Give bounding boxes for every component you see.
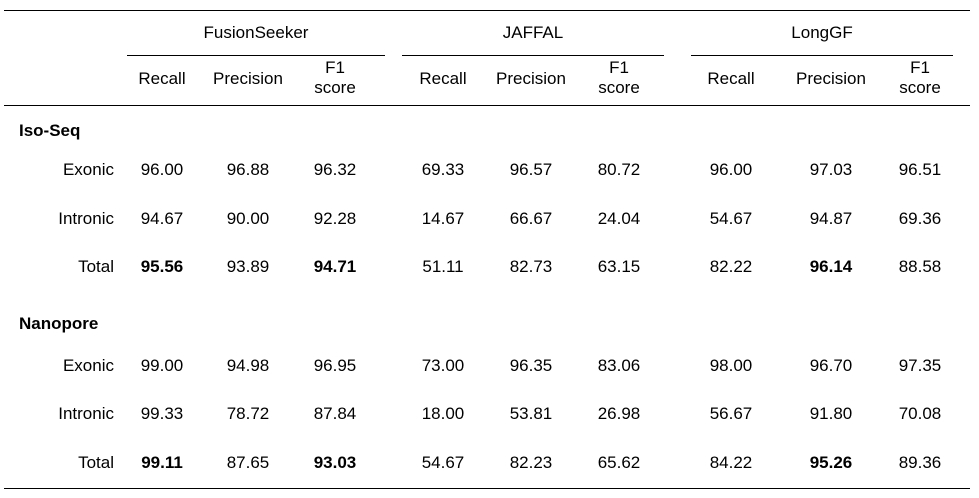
column-header-f1-score: F1 score bbox=[598, 58, 640, 97]
column-header-precision: Precision bbox=[796, 69, 866, 88]
table-cell: 78.72 bbox=[226, 404, 270, 423]
group-rule-jaffal bbox=[402, 55, 664, 56]
table-cell: 18.00 bbox=[421, 404, 465, 423]
table-cell: 97.35 bbox=[898, 356, 942, 375]
table-cell: 94.87 bbox=[809, 209, 853, 228]
table-cell: 69.33 bbox=[421, 160, 465, 179]
table-cell: 65.62 bbox=[597, 453, 641, 472]
table-cell: 91.80 bbox=[809, 404, 853, 423]
table-cell: 88.58 bbox=[898, 257, 942, 276]
table-cell: 70.08 bbox=[898, 404, 942, 423]
table-cell: 99.11 bbox=[141, 453, 183, 472]
table-cell: 98.00 bbox=[709, 356, 753, 375]
table-cell: 99.33 bbox=[140, 404, 184, 423]
header-rule bbox=[4, 105, 970, 106]
table-cell: 94.71 bbox=[313, 257, 357, 276]
row-label: Intronic bbox=[58, 404, 114, 423]
table-cell: 96.51 bbox=[898, 160, 942, 179]
table-cell: 53.81 bbox=[509, 404, 553, 423]
table-cell: 96.00 bbox=[709, 160, 753, 179]
table-cell: 83.06 bbox=[597, 356, 641, 375]
column-header-recall: Recall bbox=[707, 69, 755, 88]
table-cell: 82.73 bbox=[509, 257, 553, 276]
table-cell: 54.67 bbox=[709, 209, 753, 228]
group-header-fusionseeker: FusionSeeker bbox=[203, 23, 309, 42]
table-cell: 26.98 bbox=[597, 404, 641, 423]
table-cell: 87.65 bbox=[226, 453, 270, 472]
column-header-recall: Recall bbox=[138, 69, 186, 88]
column-header-precision: Precision bbox=[496, 69, 566, 88]
table-cell: 87.84 bbox=[313, 404, 357, 423]
table-cell: 51.11 bbox=[422, 257, 464, 276]
section-label: Nanopore bbox=[19, 314, 99, 333]
table-cell: 93.03 bbox=[313, 453, 357, 472]
row-label: Total bbox=[78, 257, 114, 276]
group-header-longgf: LongGF bbox=[791, 23, 853, 42]
table-cell: 96.14 bbox=[809, 257, 853, 276]
table-cell: 94.98 bbox=[226, 356, 270, 375]
table-cell: 89.36 bbox=[898, 453, 942, 472]
table-cell: 90.00 bbox=[226, 209, 270, 228]
table-cell: 96.32 bbox=[313, 160, 357, 179]
row-label: Exonic bbox=[62, 356, 114, 375]
table-cell: 96.70 bbox=[809, 356, 853, 375]
table-bottom-rule bbox=[4, 488, 970, 489]
group-rule-longgf bbox=[691, 55, 953, 56]
table-cell: 14.67 bbox=[421, 209, 465, 228]
table-cell: 80.72 bbox=[597, 160, 641, 179]
row-label: Intronic bbox=[58, 209, 114, 228]
table-cell: 95.26 bbox=[809, 453, 853, 472]
row-label: Total bbox=[78, 453, 114, 472]
table-cell: 66.67 bbox=[509, 209, 553, 228]
column-header-precision: Precision bbox=[213, 69, 283, 88]
table-cell: 96.88 bbox=[226, 160, 270, 179]
column-header-f1-score: F1 score bbox=[314, 58, 356, 97]
table-cell: 56.67 bbox=[709, 404, 753, 423]
row-label: Exonic bbox=[62, 160, 114, 179]
table-cell: 63.15 bbox=[597, 257, 641, 276]
table-cell: 96.57 bbox=[509, 160, 553, 179]
table-cell: 97.03 bbox=[809, 160, 853, 179]
table-cell: 54.67 bbox=[421, 453, 465, 472]
group-rule-fusionseeker bbox=[127, 55, 385, 56]
table-cell: 82.23 bbox=[509, 453, 553, 472]
table-cell: 96.35 bbox=[509, 356, 553, 375]
section-label: Iso-Seq bbox=[19, 121, 81, 140]
column-header-f1-score: F1 score bbox=[899, 58, 941, 97]
table-cell: 73.00 bbox=[421, 356, 465, 375]
table-cell: 24.04 bbox=[597, 209, 641, 228]
table-cell: 99.00 bbox=[140, 356, 184, 375]
table-cell: 82.22 bbox=[709, 257, 753, 276]
table-cell: 96.00 bbox=[140, 160, 184, 179]
group-header-jaffal: JAFFAL bbox=[502, 23, 564, 42]
table-cell: 96.95 bbox=[313, 356, 357, 375]
table-cell: 69.36 bbox=[898, 209, 942, 228]
column-header-recall: Recall bbox=[419, 69, 467, 88]
table-cell: 93.89 bbox=[226, 257, 270, 276]
table-cell: 84.22 bbox=[709, 453, 753, 472]
table-cell: 92.28 bbox=[313, 209, 357, 228]
table-cell: 94.67 bbox=[140, 209, 184, 228]
table-cell: 95.56 bbox=[140, 257, 184, 276]
table-top-rule bbox=[4, 10, 970, 11]
